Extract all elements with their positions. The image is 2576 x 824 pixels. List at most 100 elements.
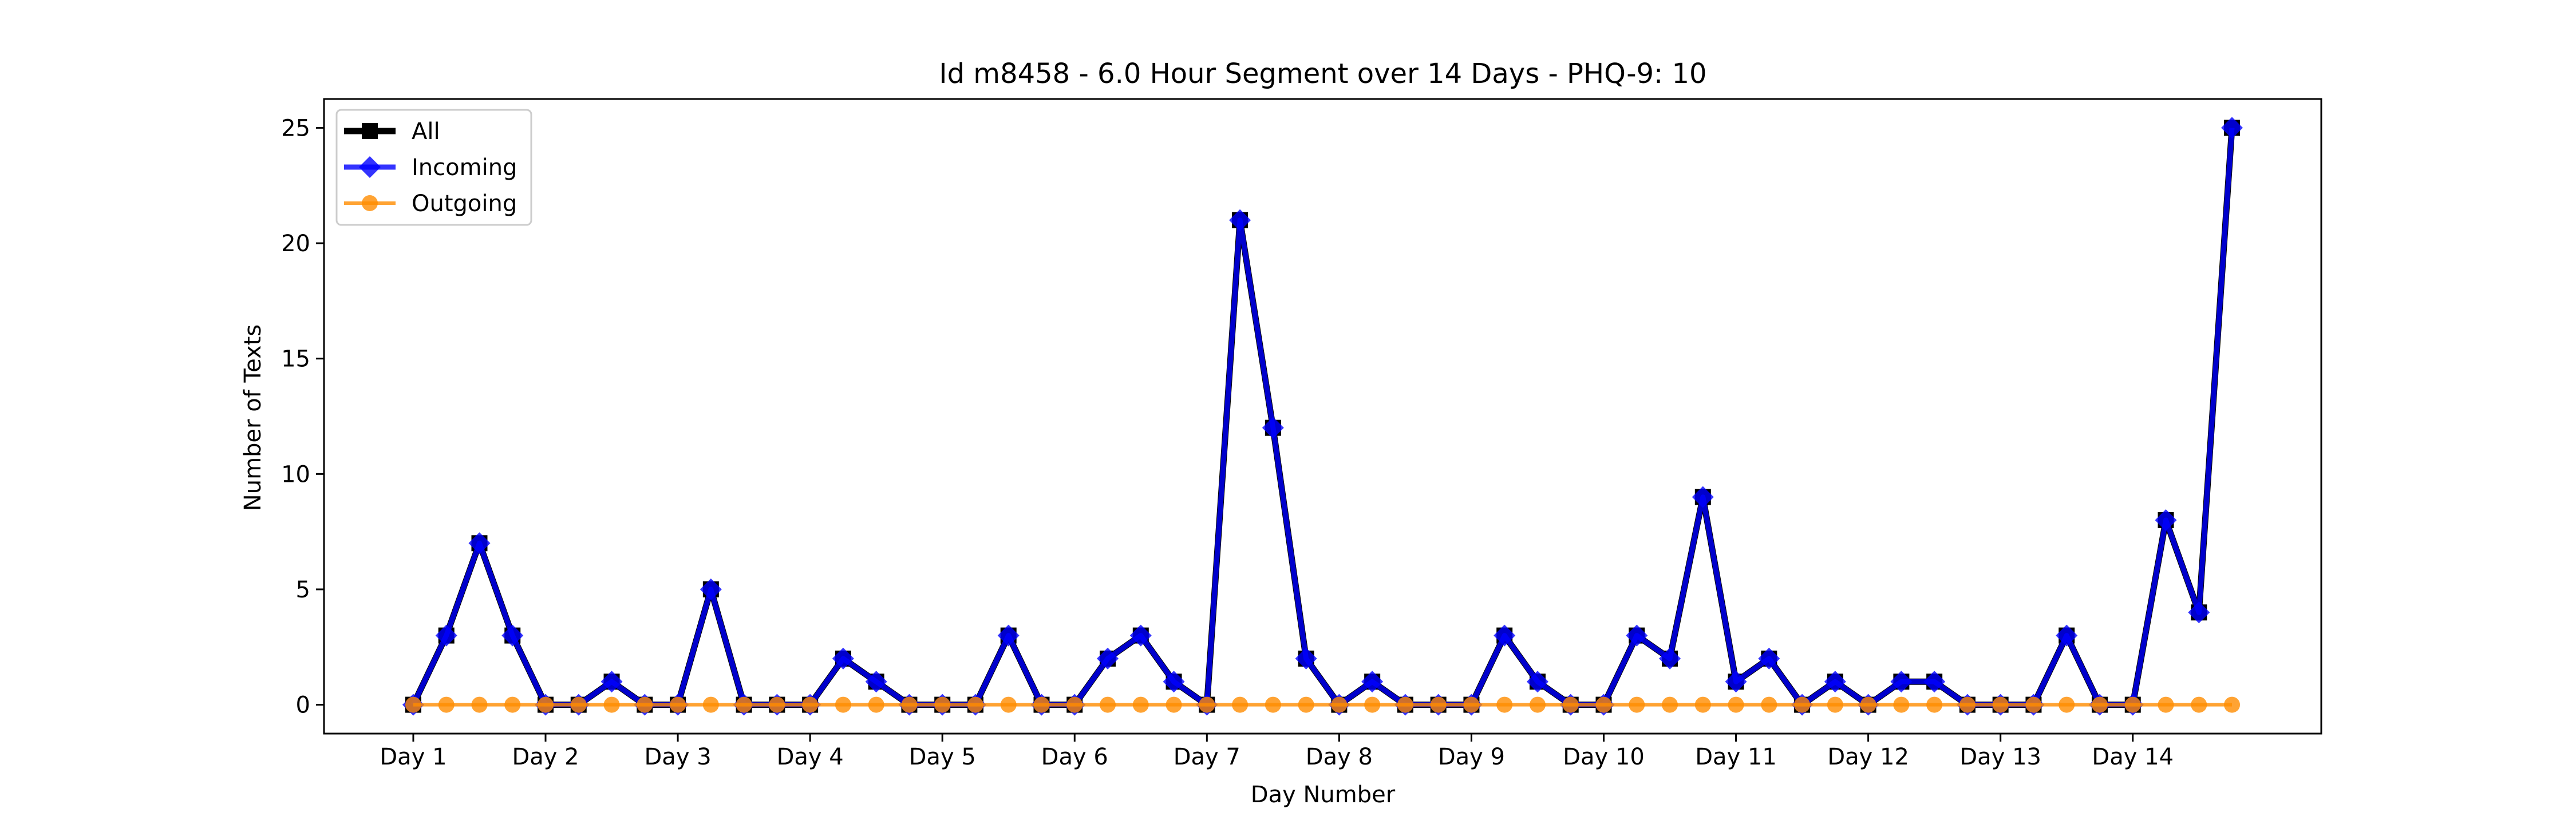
plot-frame	[323, 98, 2322, 735]
data-point	[1890, 671, 1913, 693]
data-point	[2224, 696, 2241, 713]
legend-item-outgoing: Outgoing	[344, 191, 517, 217]
legend-marker	[362, 195, 378, 211]
data-point	[435, 624, 457, 647]
y-axis-title: Number of Texts	[240, 324, 266, 511]
data-point	[1728, 696, 1744, 713]
data-point	[702, 696, 719, 713]
x-tick-label: Day 13	[1959, 744, 2041, 770]
legend-item-incoming: Incoming	[344, 154, 517, 181]
data-point	[1725, 671, 1747, 693]
data-point	[1295, 647, 1317, 670]
x-tick-label: Day 3	[645, 744, 712, 770]
data-point	[1364, 696, 1381, 713]
series-incoming	[402, 117, 2243, 716]
data-point	[405, 696, 421, 713]
legend-item-all: All	[344, 118, 440, 145]
data-point	[1562, 696, 1579, 713]
data-point	[438, 696, 455, 713]
y-tick-label: 25	[281, 115, 310, 141]
data-point	[468, 532, 491, 554]
y-axis-ticks: 0 5 10 15 20 25	[281, 115, 324, 719]
data-point	[1629, 696, 1645, 713]
data-point	[2158, 696, 2174, 713]
data-point	[1893, 696, 1910, 713]
data-point	[700, 578, 722, 600]
data-point	[1659, 647, 1681, 670]
data-point	[2188, 601, 2210, 624]
data-point	[1496, 696, 1513, 713]
data-point	[1595, 696, 1612, 713]
x-axis-ticks: Day 1 Day 2 Day 3 Day 4 Day 5 Day 6 Day 7 Day 8…	[380, 734, 2174, 770]
data-point	[769, 696, 785, 713]
data-point	[1463, 696, 1480, 713]
data-point	[2124, 696, 2141, 713]
data-point	[1794, 696, 1811, 713]
data-point	[600, 671, 623, 693]
series-outgoing	[405, 696, 2241, 713]
data-point	[1662, 696, 1678, 713]
data-point	[1033, 696, 1050, 713]
data-point	[1199, 696, 1215, 713]
data-point	[1626, 624, 1648, 647]
data-point	[1526, 671, 1548, 693]
data-point	[1761, 696, 1777, 713]
data-point	[2025, 696, 2042, 713]
plot-area	[402, 117, 2243, 716]
data-point	[2221, 117, 2243, 139]
data-point	[1824, 671, 1846, 693]
x-tick-label: Day 7	[1174, 744, 1240, 770]
data-point	[835, 696, 851, 713]
data-point	[504, 696, 521, 713]
data-point	[868, 696, 884, 713]
legend-box	[335, 109, 532, 226]
data-point	[865, 671, 887, 693]
data-point	[1265, 696, 1281, 713]
data-point	[1066, 696, 1083, 713]
legend-marker	[362, 123, 378, 139]
data-point	[1860, 696, 1876, 713]
x-tick-label: Day 1	[380, 744, 447, 770]
data-point	[2056, 624, 2078, 647]
x-tick-label: Day 4	[777, 744, 844, 770]
x-axis-title: Day Number	[1251, 782, 1396, 808]
data-point	[736, 696, 752, 713]
x-tick-label: Day 12	[1827, 744, 1909, 770]
data-point	[1959, 696, 1976, 713]
y-tick-label: 5	[296, 577, 310, 603]
data-point	[1298, 696, 1314, 713]
legend: All Incoming Outgoing	[335, 109, 532, 226]
data-point	[603, 696, 620, 713]
data-point	[1494, 624, 1516, 647]
data-point	[1692, 486, 1714, 508]
data-point	[1827, 696, 1843, 713]
data-point	[2191, 696, 2207, 713]
data-point	[1926, 696, 1943, 713]
data-point	[1163, 671, 1185, 693]
data-point	[1262, 417, 1284, 439]
data-point	[1430, 696, 1447, 713]
y-tick-label: 15	[281, 346, 310, 373]
data-point	[1923, 671, 1946, 693]
data-point	[934, 696, 951, 713]
legend-label: Incoming	[412, 154, 517, 181]
data-point	[570, 696, 587, 713]
data-point	[1529, 696, 1546, 713]
data-point	[1992, 696, 2009, 713]
data-point	[501, 624, 524, 647]
chart-title: Id m8458 - 6.0 Hour Segment over 14 Days…	[939, 58, 1706, 90]
series-all	[405, 120, 2241, 713]
x-tick-label: Day 9	[1438, 744, 1505, 770]
data-point	[802, 696, 819, 713]
data-point	[1397, 696, 1413, 713]
y-tick-label: 10	[281, 461, 310, 488]
y-tick-label: 0	[296, 692, 310, 719]
data-point	[1758, 647, 1780, 670]
data-point	[1331, 696, 1348, 713]
data-point	[1229, 209, 1251, 231]
series-line	[410, 128, 2235, 708]
data-point	[1100, 696, 1116, 713]
legend-marker	[359, 156, 381, 178]
data-point	[1165, 696, 1182, 713]
